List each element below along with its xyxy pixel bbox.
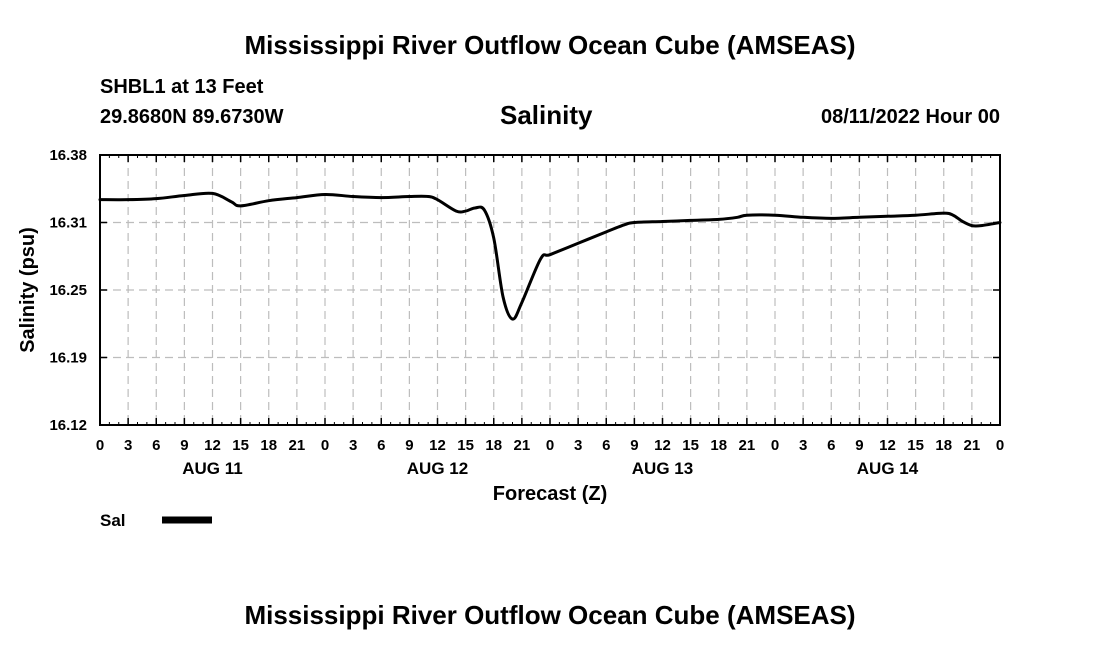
day-label: AUG 11 [182, 459, 242, 478]
y-tick-label: 16.19 [49, 350, 87, 367]
grid [100, 155, 1000, 425]
x-tick-label: 15 [232, 437, 249, 454]
x-tick-label: 12 [429, 437, 446, 454]
x-tick-label: 21 [514, 437, 531, 454]
x-tick-label: 6 [377, 437, 385, 454]
x-tick-label: 18 [485, 437, 502, 454]
y-tick-label: 16.38 [49, 147, 87, 164]
coordinates-label: 29.8680N 89.6730W [100, 106, 284, 128]
x-tick-label: 21 [289, 437, 306, 454]
x-tick-label: 15 [907, 437, 924, 454]
x-tick-label: 12 [204, 437, 221, 454]
series-line-sal [98, 191, 1002, 321]
y-axis-label: Salinity (psu) [17, 227, 39, 353]
x-tick-label: 18 [710, 437, 727, 454]
x-tick-label: 0 [771, 437, 779, 454]
forecast-datetime: 08/11/2022 Hour 00 [820, 106, 1000, 128]
x-tick-label: 15 [457, 437, 474, 454]
legend: Sal [100, 511, 212, 530]
x-tick-label: 18 [935, 437, 952, 454]
y-tick-label: 16.31 [49, 215, 87, 232]
x-tick-label: 6 [602, 437, 610, 454]
x-tick-label: 21 [964, 437, 981, 454]
x-tick-label: 6 [152, 437, 160, 454]
x-tick-label: 3 [349, 437, 357, 454]
x-tick-label: 3 [124, 437, 132, 454]
x-tick-label: 9 [630, 437, 638, 454]
x-tick-label: 0 [996, 437, 1004, 454]
x-tick-label: 12 [879, 437, 896, 454]
day-label: AUG 14 [857, 459, 919, 478]
x-tick-label: 3 [799, 437, 807, 454]
x-tick-label: 9 [405, 437, 413, 454]
chart-title: Salinity [500, 100, 593, 130]
legend-label-sal: Sal [100, 511, 126, 530]
x-tick-label: 0 [321, 437, 329, 454]
x-tick-label: 0 [546, 437, 554, 454]
x-tick-label: 21 [739, 437, 756, 454]
series-layer [98, 191, 1002, 321]
x-tick-label: 9 [855, 437, 863, 454]
x-tick-label: 15 [682, 437, 699, 454]
footer-title: Mississippi River Outflow Ocean Cube (AM… [244, 600, 856, 630]
y-tick-label: 16.25 [49, 282, 87, 299]
day-label: AUG 12 [407, 459, 468, 478]
day-label: AUG 13 [632, 459, 693, 478]
x-tick-label: 9 [180, 437, 188, 454]
x-tick-label: 12 [654, 437, 671, 454]
x-axis-label: Forecast (Z) [493, 483, 607, 505]
main-title: Mississippi River Outflow Ocean Cube (AM… [244, 30, 856, 60]
x-tick-label: 3 [574, 437, 582, 454]
axis-labels: 0 3 6 9 12 15 18 21 0 3 6 9 12 15 18 21 0 3 6 9 12 15 18 21 0 3 6 9… [49, 147, 1004, 478]
station-label: SHBL1 at 13 Feet [100, 76, 264, 98]
x-tick-label: 6 [827, 437, 835, 454]
y-tick-label: 16.12 [49, 417, 87, 434]
x-tick-label: 18 [260, 437, 277, 454]
axis-ticks [99, 154, 1001, 426]
x-tick-label: 0 [96, 437, 104, 454]
